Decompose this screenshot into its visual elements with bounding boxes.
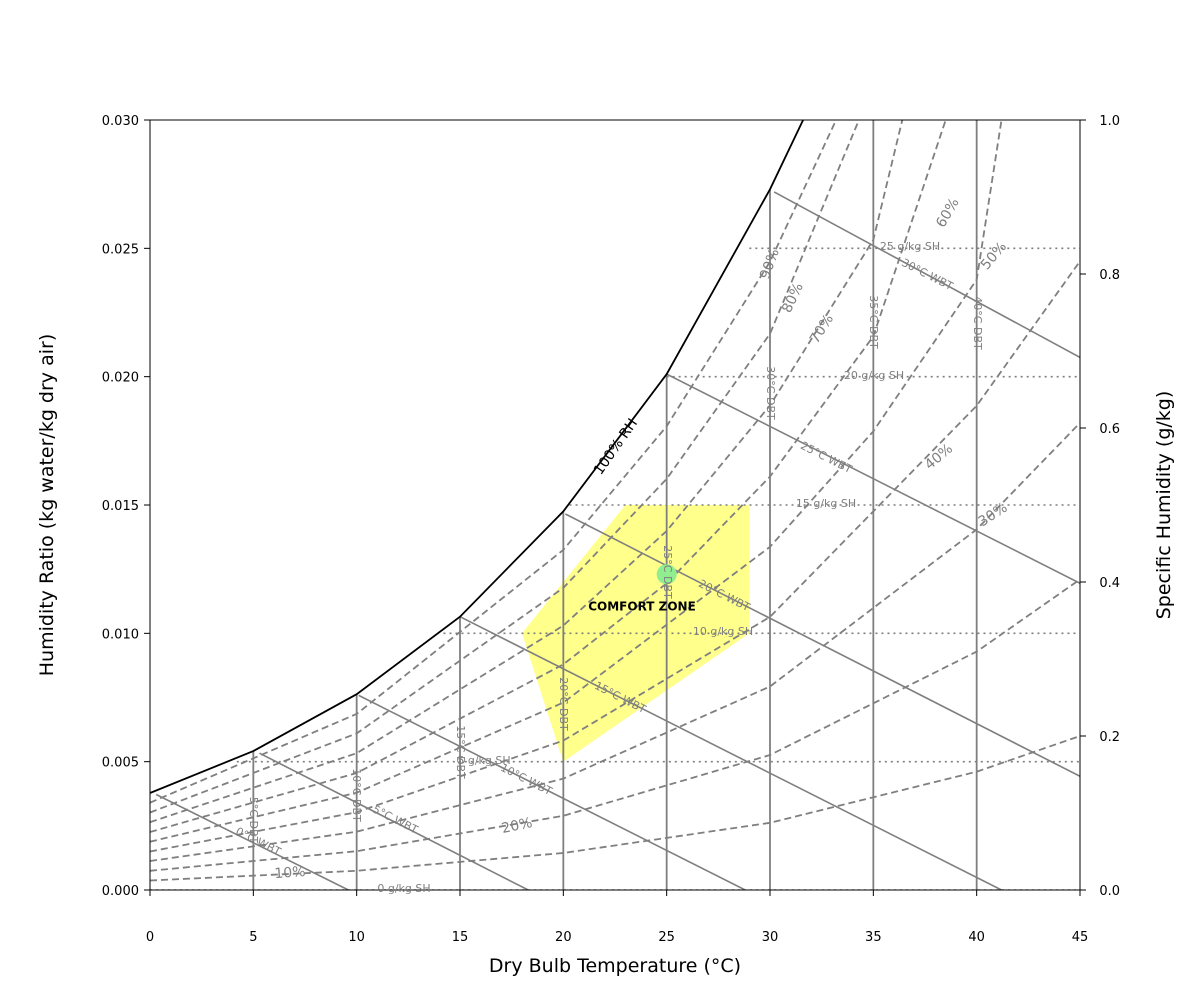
x-tick-label: 40	[968, 930, 985, 945]
dbt-label: 10°C DBT	[350, 768, 363, 822]
x-tick-label: 25	[658, 930, 675, 945]
wbt-label: 30°C WBT	[899, 256, 955, 293]
y2-tick-label: 0.8	[1099, 268, 1120, 283]
x-tick-label: 5	[249, 930, 257, 945]
y2-tick-label: 0.2	[1099, 730, 1120, 745]
dbt-label: 30°C DBT	[764, 366, 777, 420]
x-tick-label: 20	[555, 930, 572, 945]
y-tick-label: 0.010	[102, 627, 139, 642]
dbt-label: 15°C DBT	[454, 725, 467, 779]
rh-curve	[150, 120, 860, 814]
wbt-line	[459, 615, 1002, 890]
saturation-label: 100% RH	[591, 416, 641, 478]
state-point	[656, 564, 677, 585]
rh-curve	[150, 260, 1080, 853]
rh-label: 70%	[807, 312, 837, 347]
wbt-line	[773, 191, 1080, 359]
rh-label: 10%	[274, 864, 306, 882]
y2-tick-label: 0.6	[1099, 422, 1120, 437]
rh-label: 80%	[779, 281, 807, 316]
rh-label: 20%	[500, 815, 534, 837]
dbt-label: 40°C DBT	[971, 296, 984, 350]
dbt-label: 5°C DBT	[247, 797, 260, 844]
y2-tick-label: 1.0	[1099, 114, 1120, 129]
x-tick-label: 10	[348, 930, 365, 945]
rh-label: 30%	[976, 500, 1011, 530]
x-tick-label: 35	[865, 930, 882, 945]
y2-axis-label: Specific Humidity (g/kg)	[1153, 391, 1175, 620]
rh-label: 60%	[933, 196, 962, 231]
saturation-curve	[150, 120, 804, 794]
x-tick-label: 45	[1072, 930, 1089, 945]
y-tick-label: 0.000	[102, 884, 139, 899]
y-axis-label: Humidity Ratio (kg water/kg dry air)	[36, 334, 58, 676]
wbt-line	[358, 694, 746, 890]
wbt-line	[565, 513, 1080, 778]
rh-label: 40%	[922, 441, 956, 473]
y2-tick-label: 0.0	[1099, 884, 1120, 899]
wbt-label: 5°C WBT	[371, 803, 421, 837]
sh-label: 25 g/kg SH	[880, 240, 940, 253]
comfort-zone-label: COMFORT ZONE	[588, 600, 696, 614]
rh-curve	[150, 120, 837, 804]
y-tick-label: 0.025	[102, 242, 139, 257]
x-tick-label: 15	[452, 930, 469, 945]
y-tick-label: 0.030	[102, 114, 139, 129]
y2-tick-label: 0.4	[1099, 576, 1120, 591]
wbt-label: 25°C WBT	[798, 439, 854, 476]
rh-curve	[150, 120, 947, 833]
wbt-line	[666, 373, 1080, 585]
plot-area	[150, 120, 1080, 890]
sh-label: 20 g/kg SH	[844, 369, 904, 382]
axes-frame	[149, 119, 1081, 891]
rh-curve	[150, 735, 1080, 882]
x-axis-label: Dry Bulb Temperature (°C)	[489, 955, 741, 977]
rh-curve	[150, 120, 1003, 843]
sh-label: 10 g/kg SH	[693, 625, 753, 638]
sh-label: 15 g/kg SH	[796, 497, 856, 510]
wbt-line	[155, 793, 349, 890]
rh-curve	[150, 120, 904, 824]
axes: 0 5 10 15 20 25 30 35 40 45 0.000 0.005 0.010 0.015 0.…	[102, 114, 1120, 945]
y-tick-label: 0.020	[102, 371, 139, 386]
dbt-label: 20°C DBT	[557, 677, 570, 731]
dbt-label: 25°C DBT	[661, 545, 674, 599]
dbt-label: 35°C DBT	[867, 295, 880, 349]
x-tick-label: 30	[762, 930, 779, 945]
rh-curve	[150, 578, 1080, 872]
sh-label: 5 g/kg SH	[457, 754, 510, 767]
y-tick-label: 0.005	[102, 756, 139, 771]
y-tick-label: 0.015	[102, 499, 139, 514]
x-tick-label: 0	[146, 930, 154, 945]
sh-label: 0 g/kg SH	[377, 882, 430, 895]
rh-label: 90%	[757, 247, 783, 282]
